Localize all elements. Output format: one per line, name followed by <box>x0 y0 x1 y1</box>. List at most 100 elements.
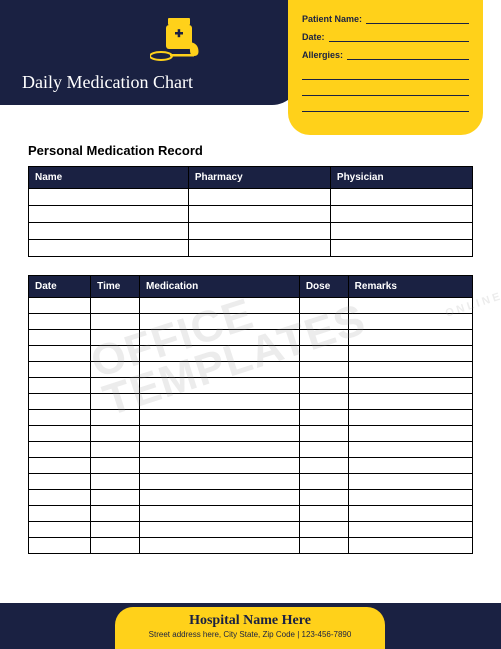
log-cell[interactable] <box>29 506 91 522</box>
log-cell[interactable] <box>91 346 140 362</box>
log-cell[interactable] <box>348 442 472 458</box>
log-cell[interactable] <box>139 378 299 394</box>
log-cell[interactable] <box>299 346 348 362</box>
log-cell[interactable] <box>91 426 140 442</box>
log-cell[interactable] <box>348 346 472 362</box>
log-cell[interactable] <box>348 378 472 394</box>
log-cell[interactable] <box>139 426 299 442</box>
log-cell[interactable] <box>139 346 299 362</box>
log-cell[interactable] <box>29 522 91 538</box>
record-cell[interactable] <box>29 206 189 223</box>
record-cell[interactable] <box>330 189 472 206</box>
log-cell[interactable] <box>299 426 348 442</box>
log-cell[interactable] <box>139 410 299 426</box>
log-cell[interactable] <box>299 298 348 314</box>
table-row <box>29 346 473 362</box>
log-cell[interactable] <box>139 330 299 346</box>
log-cell[interactable] <box>91 538 140 554</box>
log-cell[interactable] <box>139 490 299 506</box>
log-cell[interactable] <box>348 474 472 490</box>
log-cell[interactable] <box>299 442 348 458</box>
log-cell[interactable] <box>348 490 472 506</box>
log-cell[interactable] <box>139 458 299 474</box>
log-cell[interactable] <box>91 442 140 458</box>
record-cell[interactable] <box>330 223 472 240</box>
log-cell[interactable] <box>348 538 472 554</box>
log-cell[interactable] <box>139 474 299 490</box>
log-cell[interactable] <box>299 506 348 522</box>
log-cell[interactable] <box>348 506 472 522</box>
log-cell[interactable] <box>91 362 140 378</box>
record-cell[interactable] <box>29 189 189 206</box>
log-cell[interactable] <box>139 314 299 330</box>
allergies-extra-line[interactable] <box>302 100 469 112</box>
log-cell[interactable] <box>299 394 348 410</box>
record-cell[interactable] <box>29 240 189 257</box>
log-cell[interactable] <box>299 410 348 426</box>
log-cell[interactable] <box>29 330 91 346</box>
log-cell[interactable] <box>29 298 91 314</box>
log-cell[interactable] <box>29 426 91 442</box>
log-cell[interactable] <box>348 426 472 442</box>
log-cell[interactable] <box>91 490 140 506</box>
log-cell[interactable] <box>348 410 472 426</box>
log-cell[interactable] <box>299 538 348 554</box>
log-cell[interactable] <box>299 474 348 490</box>
log-cell[interactable] <box>139 394 299 410</box>
log-cell[interactable] <box>29 458 91 474</box>
log-cell[interactable] <box>91 298 140 314</box>
log-cell[interactable] <box>29 394 91 410</box>
log-cell[interactable] <box>139 362 299 378</box>
log-cell[interactable] <box>299 490 348 506</box>
log-cell[interactable] <box>139 522 299 538</box>
record-cell[interactable] <box>188 240 330 257</box>
log-cell[interactable] <box>139 538 299 554</box>
log-cell[interactable] <box>348 330 472 346</box>
record-cell[interactable] <box>188 206 330 223</box>
log-cell[interactable] <box>91 378 140 394</box>
log-cell[interactable] <box>29 362 91 378</box>
log-cell[interactable] <box>348 314 472 330</box>
log-cell[interactable] <box>299 330 348 346</box>
patient-info-panel: Patient Name: Date: Allergies: <box>288 0 483 135</box>
log-cell[interactable] <box>91 410 140 426</box>
log-cell[interactable] <box>348 362 472 378</box>
log-cell[interactable] <box>91 314 140 330</box>
log-cell[interactable] <box>29 538 91 554</box>
log-cell[interactable] <box>348 298 472 314</box>
log-cell[interactable] <box>29 346 91 362</box>
log-cell[interactable] <box>299 378 348 394</box>
record-cell[interactable] <box>330 240 472 257</box>
log-cell[interactable] <box>91 474 140 490</box>
log-cell[interactable] <box>29 410 91 426</box>
log-cell[interactable] <box>91 506 140 522</box>
log-cell[interactable] <box>29 378 91 394</box>
allergies-extra-line[interactable] <box>302 84 469 96</box>
log-cell[interactable] <box>29 490 91 506</box>
allergies-extra-line[interactable] <box>302 68 469 80</box>
log-cell[interactable] <box>348 394 472 410</box>
date-field[interactable] <box>329 32 469 42</box>
log-cell[interactable] <box>348 458 472 474</box>
log-cell[interactable] <box>299 362 348 378</box>
record-cell[interactable] <box>330 206 472 223</box>
allergies-field[interactable] <box>347 50 469 60</box>
log-cell[interactable] <box>139 442 299 458</box>
log-cell[interactable] <box>91 522 140 538</box>
log-cell[interactable] <box>29 314 91 330</box>
log-cell[interactable] <box>299 522 348 538</box>
log-cell[interactable] <box>348 522 472 538</box>
log-cell[interactable] <box>299 314 348 330</box>
record-cell[interactable] <box>29 223 189 240</box>
log-cell[interactable] <box>91 458 140 474</box>
log-cell[interactable] <box>139 506 299 522</box>
record-cell[interactable] <box>188 223 330 240</box>
log-cell[interactable] <box>29 474 91 490</box>
patient-name-field[interactable] <box>366 14 469 24</box>
record-cell[interactable] <box>188 189 330 206</box>
log-cell[interactable] <box>91 394 140 410</box>
log-cell[interactable] <box>139 298 299 314</box>
log-cell[interactable] <box>29 442 91 458</box>
log-cell[interactable] <box>91 330 140 346</box>
log-cell[interactable] <box>299 458 348 474</box>
